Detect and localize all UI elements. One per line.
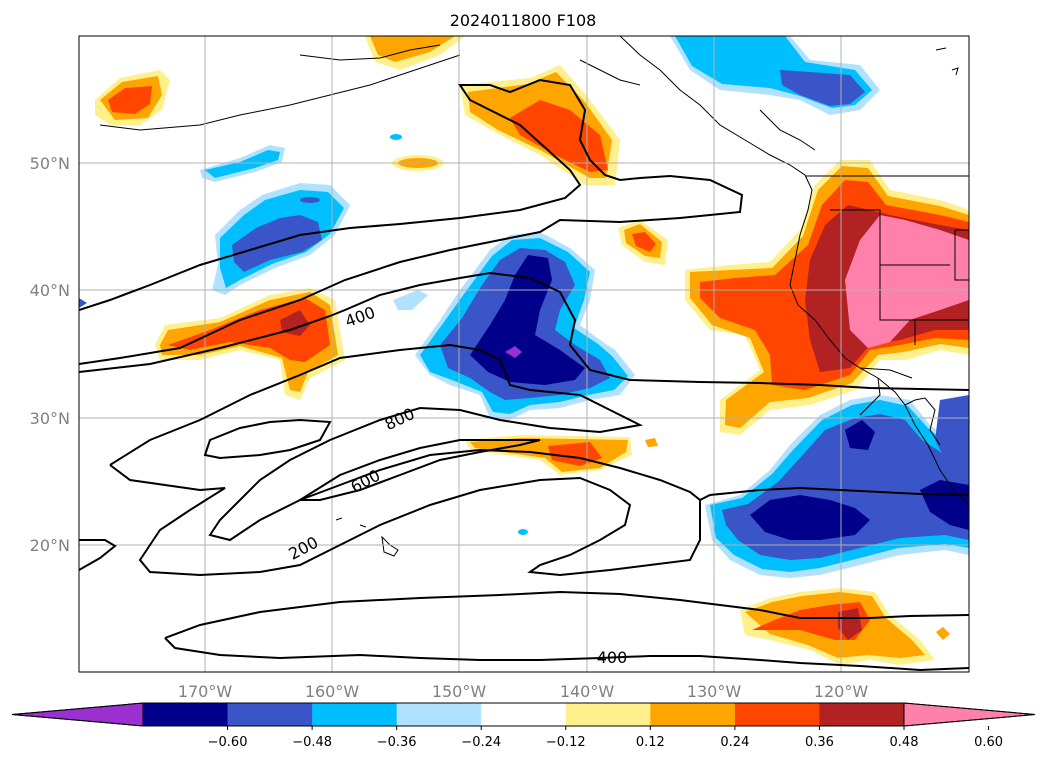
contour-line — [109, 343, 701, 542]
anomaly-positive-region — [838, 608, 862, 640]
colorbar-segment — [481, 703, 567, 726]
contour-line — [79, 271, 969, 391]
contour-line — [79, 539, 117, 571]
lon-label: 120°W — [814, 682, 869, 701]
anomaly-negative-region — [935, 395, 969, 470]
anomaly-positive-region — [510, 100, 608, 172]
contour-label: 400 — [597, 648, 628, 667]
coastline — [935, 47, 947, 51]
map-area: 400 800 600 200 400 — [79, 36, 969, 672]
colorbar-outline — [11, 702, 1036, 727]
anomaly-positive-region — [632, 232, 656, 252]
lon-label: 170°W — [178, 682, 233, 701]
contour-line — [109, 464, 969, 577]
anomaly-negative-region — [470, 255, 585, 385]
colorbar-segment — [565, 703, 651, 726]
anomaly-positive-region — [280, 310, 310, 336]
anomaly-positive-region — [108, 86, 152, 114]
contour-line — [164, 637, 969, 672]
colorbar-segment — [734, 703, 820, 726]
anomaly-positive-region — [645, 438, 658, 447]
anomaly-negative-region — [79, 298, 87, 308]
coastlines — [99, 36, 969, 557]
coastline — [619, 36, 969, 506]
colorbar-tick-label: −0.48 — [292, 735, 332, 750]
contour-line — [296, 439, 541, 501]
colorbar: −0.60 −0.48 −0.36 −0.24 −0.12 0.12 0.24 0.36 0.4… — [11, 702, 1036, 750]
colorbar-tick-label: 0.12 — [636, 735, 665, 750]
anomaly-negative-region — [390, 134, 402, 140]
anomaly-negative-region — [518, 529, 528, 535]
colorbar-extend-high — [903, 702, 1036, 727]
anomaly-negative-region — [750, 495, 870, 540]
colorbar-tick-label: −0.36 — [377, 735, 417, 750]
graticule — [79, 36, 969, 672]
colorbar-segment — [819, 703, 905, 726]
colorbar-extend-low — [11, 702, 144, 727]
colorbar-tick-label: 0.48 — [890, 735, 919, 750]
anomaly-negative-region — [393, 290, 428, 310]
anomaly-positive-region — [936, 627, 950, 640]
coastline — [759, 109, 816, 151]
coastline — [859, 377, 881, 416]
border — [879, 265, 969, 321]
anomaly-negative-region — [780, 70, 865, 106]
border — [859, 367, 913, 379]
anomaly-positive-region — [168, 298, 330, 362]
contour-line — [164, 590, 969, 639]
coastline — [951, 67, 959, 76]
coastline — [904, 397, 941, 446]
contour-line — [79, 78, 744, 365]
lon-label: 140°W — [560, 682, 615, 701]
lat-label: 40°N — [30, 281, 70, 300]
anomaly-negative-region — [205, 150, 280, 178]
map-frame — [78, 35, 970, 673]
map-title: 2024011800 F108 — [450, 11, 597, 30]
lat-label: 30°N — [30, 409, 70, 428]
anomaly-negative-region — [845, 420, 875, 450]
colorbar-tick-label: 0.60 — [974, 735, 1003, 750]
coastline — [99, 54, 461, 131]
anomaly-negative-region — [505, 346, 522, 358]
border — [830, 209, 950, 266]
political-borders — [805, 175, 969, 379]
colorbar-segment — [312, 703, 398, 726]
colorbar-segment — [227, 703, 313, 726]
lat-label: 20°N — [30, 536, 70, 555]
colorbar-tick-label: −0.60 — [208, 735, 248, 750]
colorbar-segment — [396, 703, 482, 726]
lon-label: 130°W — [687, 682, 742, 701]
border — [954, 230, 969, 281]
anomaly-negative-region — [300, 197, 320, 203]
anomaly-shading — [79, 36, 969, 665]
anomaly-negative-region — [232, 215, 322, 272]
anomaly-positive-region — [845, 215, 969, 348]
colorbar-tick-label: −0.24 — [461, 735, 501, 750]
colorbar-tick-label: −0.12 — [546, 735, 586, 750]
colorbar-segment — [650, 703, 736, 726]
colorbar-tick-label: 0.24 — [720, 735, 749, 750]
coastline — [579, 59, 641, 86]
lon-label: 150°W — [432, 682, 487, 701]
contour-line — [203, 418, 332, 460]
coastline — [381, 535, 399, 557]
coastline — [359, 524, 367, 528]
contour-lines — [79, 78, 969, 672]
anomaly-negative-region — [920, 480, 969, 530]
coastline — [299, 44, 441, 61]
coastline — [335, 517, 343, 521]
lon-label: 160°W — [305, 682, 360, 701]
colorbar-tick-label: 0.36 — [805, 735, 834, 750]
lat-label: 50°N — [30, 154, 70, 173]
colorbar-segment — [143, 703, 229, 726]
